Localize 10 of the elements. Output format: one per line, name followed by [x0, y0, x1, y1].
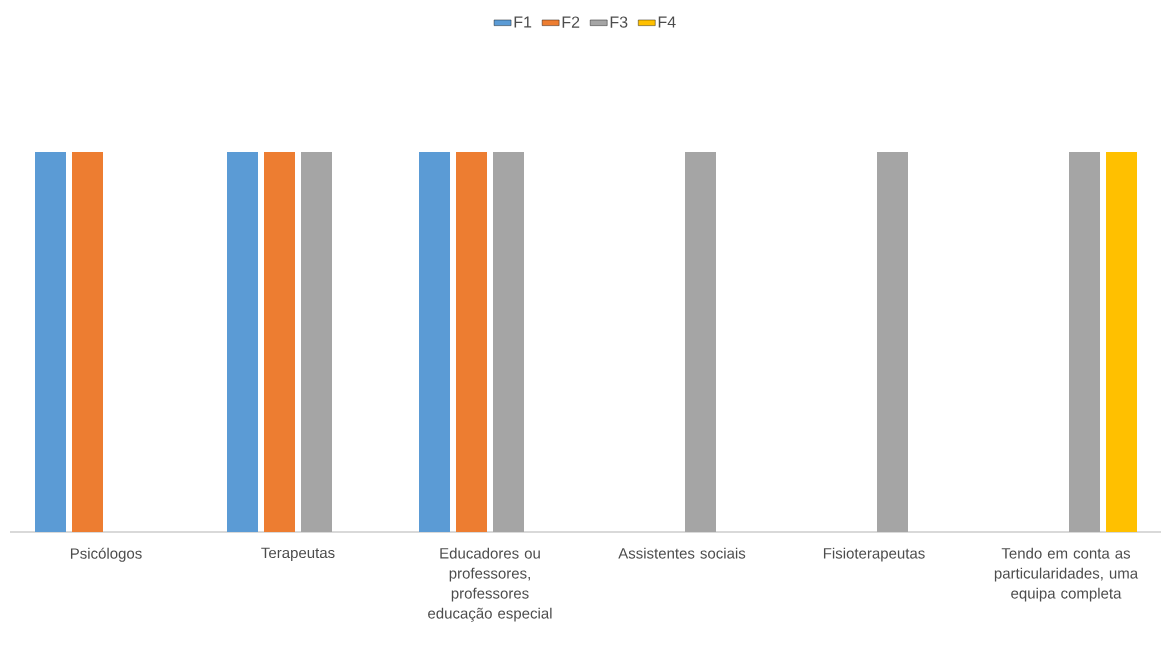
x-tick-label: Psicólogos [70, 547, 142, 562]
legend-label: F1 [514, 16, 532, 28]
x-tick-label: Tendo em conta as particularidades, uma equipa completa [994, 547, 1139, 602]
x-tick-label: Educadores ou professores, professores educação especial [428, 547, 552, 622]
x-tick-label: Fisioterapeutas [823, 547, 925, 562]
legend-label: F3 [610, 16, 628, 28]
legend-label: F4 [658, 16, 676, 28]
legend-label: F2 [562, 16, 580, 28]
x-tick-label: Assistentes sociais [618, 547, 746, 559]
x-tick-label: Terapeutas [261, 547, 335, 562]
